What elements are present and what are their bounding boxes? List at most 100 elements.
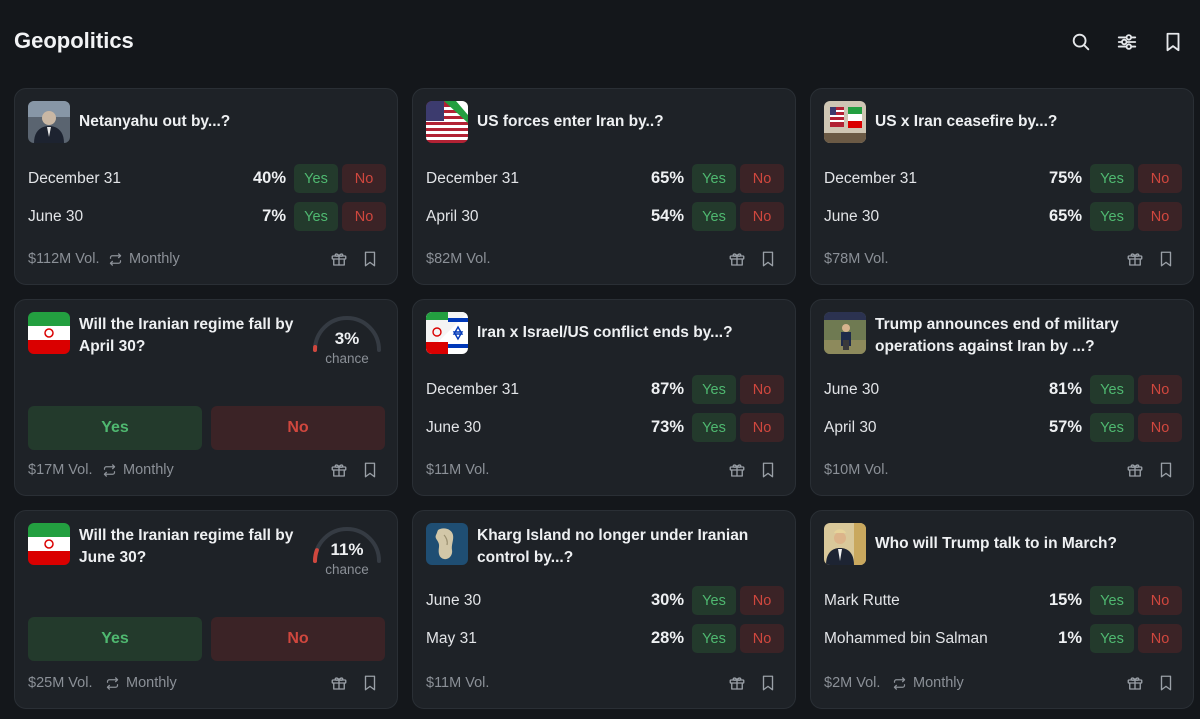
page-header: Geopolitics [0,0,1200,84]
market-card-netanyahu[interactable]: Netanyahu out by...? December 31 40% Yes… [14,88,398,285]
yes-button[interactable]: Yes [28,406,202,450]
gift-icon[interactable] [330,461,350,481]
bookmark-icon[interactable] [361,674,381,694]
no-button[interactable]: No [740,202,784,231]
outcome-percentage: 1% [1058,629,1082,647]
no-button[interactable]: No [740,586,784,615]
outcome-row: June 30 65% Yes No [824,202,1182,232]
outcome-percentage: 87% [650,380,684,398]
outcome-row: December 31 65% Yes No [426,164,784,194]
market-card-kharg-island[interactable]: Kharg Island no longer under Iranian con… [412,510,796,709]
yes-button[interactable]: Yes [294,164,338,193]
yes-button[interactable]: Yes [1090,624,1134,653]
market-card-iran-regime-june[interactable]: Will the Iranian regime fall by June 30?… [14,510,398,709]
gift-icon[interactable] [728,250,748,270]
outcome-row: December 31 40% Yes No [28,164,386,194]
no-button[interactable]: No [740,375,784,404]
bookmark-icon[interactable] [759,461,779,481]
market-card-us-forces-iran[interactable]: US forces enter Iran by..? December 31 6… [412,88,796,285]
yes-button[interactable]: Yes [1090,202,1134,231]
gift-icon[interactable] [1126,461,1146,481]
bookmark-icon[interactable] [1157,461,1177,481]
yes-button[interactable]: Yes [28,617,202,661]
market-title[interactable]: Iran x Israel/US conflict ends by...? [477,324,733,341]
no-button[interactable]: No [211,406,385,450]
market-title[interactable]: Kharg Island no longer under Iranian con… [477,527,749,566]
gift-icon[interactable] [1126,250,1146,270]
card-footer: $112M Vol. Monthly [28,250,386,270]
no-button[interactable]: No [740,164,784,193]
volume-label: $2M Vol. [824,675,881,691]
no-button[interactable]: No [740,413,784,442]
yes-button[interactable]: Yes [692,586,736,615]
market-title[interactable]: Will the Iranian regime fall by June 30? [79,527,294,566]
no-button[interactable]: No [1138,586,1182,615]
outcome-row: May 31 28% Yes No [426,624,784,654]
no-button[interactable]: No [1138,624,1182,653]
yes-button[interactable]: Yes [692,375,736,404]
market-card-iran-regime-april[interactable]: Will the Iranian regime fall by April 30… [14,299,398,496]
recurrence-text: Monthly [913,675,964,691]
us-iran-flags-photo [824,101,866,143]
iran-flag [28,523,70,565]
yes-button[interactable]: Yes [294,202,338,231]
repeat-icon [102,463,117,478]
yes-button[interactable]: Yes [1090,586,1134,615]
bookmark-icon[interactable] [1157,674,1177,694]
search-icon[interactable] [1069,30,1093,54]
market-title[interactable]: Who will Trump talk to in March? [875,535,1117,552]
market-title[interactable]: US x Iran ceasefire by...? [875,113,1058,130]
market-title[interactable]: US forces enter Iran by..? [477,113,664,130]
no-button[interactable]: No [740,624,784,653]
card-footer: $11M Vol. [426,674,784,694]
market-title[interactable]: Trump announces end of military operatio… [875,316,1119,355]
yes-button[interactable]: Yes [692,413,736,442]
market-title[interactable]: Netanyahu out by...? [79,113,231,130]
volume-label: $112M Vol. [28,251,100,267]
bookmark-icon[interactable] [1157,250,1177,270]
gift-icon[interactable] [330,674,350,694]
gift-icon[interactable] [728,674,748,694]
no-button[interactable]: No [1138,413,1182,442]
market-card-trump-talk-march[interactable]: Who will Trump talk to in March? Mark Ru… [810,510,1194,709]
bookmark-icon[interactable] [759,674,779,694]
chance-label: chance [325,562,369,577]
no-button[interactable]: No [1138,164,1182,193]
bookmark-icon[interactable] [1161,30,1185,54]
outcome-percentage: 30% [650,591,684,609]
market-card-trump-military-ops[interactable]: Trump announces end of military operatio… [810,299,1194,496]
chance-label: chance [325,351,369,366]
yes-button[interactable]: Yes [1090,375,1134,404]
outcome-percentage: 81% [1048,380,1082,398]
yes-button[interactable]: Yes [1090,413,1134,442]
bookmark-icon[interactable] [361,250,381,270]
no-button[interactable]: No [211,617,385,661]
gift-icon[interactable] [330,250,350,270]
yes-button[interactable]: Yes [692,164,736,193]
market-card-iran-israel-conflict[interactable]: Iran x Israel/US conflict ends by...? De… [412,299,796,496]
market-title[interactable]: Will the Iranian regime fall by April 30… [79,316,294,355]
bookmark-icon[interactable] [759,250,779,270]
no-button[interactable]: No [1138,202,1182,231]
yes-button[interactable]: Yes [692,624,736,653]
gift-icon[interactable] [728,461,748,481]
no-button[interactable]: No [342,164,386,193]
yes-button[interactable]: Yes [1090,164,1134,193]
recurrence-label: Monthly [102,462,174,478]
yes-button[interactable]: Yes [692,202,736,231]
volume-label: $78M Vol. [824,251,889,267]
market-card-us-iran-ceasefire[interactable]: US x Iran ceasefire by...? December 31 7… [810,88,1194,285]
page-title: Geopolitics [14,28,134,53]
netanyahu-photo [28,101,70,143]
outcome-row: June 30 30% Yes No [426,586,784,616]
gift-icon[interactable] [1126,674,1146,694]
outcome-label: June 30 [426,592,482,609]
recurrence-label: Monthly [892,675,964,691]
outcome-percentage: 73% [650,418,684,436]
volume-label: $11M Vol. [426,462,490,478]
filter-sliders-icon[interactable] [1115,30,1139,54]
bookmark-icon[interactable] [361,461,381,481]
no-button[interactable]: No [1138,375,1182,404]
recurrence-text: Monthly [129,251,180,267]
no-button[interactable]: No [342,202,386,231]
